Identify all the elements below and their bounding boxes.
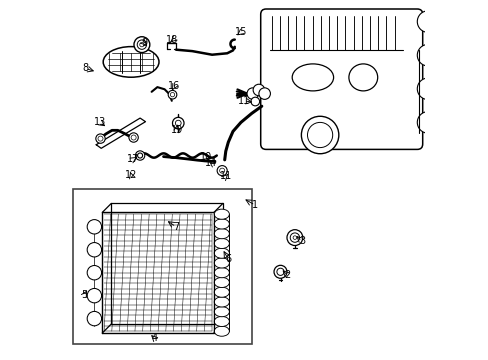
Ellipse shape (214, 316, 229, 327)
Circle shape (168, 90, 177, 99)
Circle shape (253, 84, 264, 96)
Ellipse shape (214, 229, 229, 239)
Text: 11: 11 (237, 96, 249, 106)
Text: 3: 3 (299, 236, 305, 246)
Circle shape (276, 268, 284, 275)
Text: 16: 16 (168, 81, 180, 91)
Circle shape (258, 88, 270, 99)
Circle shape (137, 153, 142, 158)
Circle shape (87, 266, 102, 280)
Ellipse shape (348, 64, 377, 91)
Circle shape (416, 112, 438, 133)
Circle shape (175, 120, 181, 126)
Text: 5: 5 (81, 290, 87, 300)
Ellipse shape (214, 209, 229, 219)
Text: 1: 1 (252, 200, 258, 210)
Text: 17: 17 (127, 154, 140, 164)
Ellipse shape (214, 287, 229, 297)
Circle shape (416, 78, 438, 100)
Ellipse shape (214, 248, 229, 258)
Circle shape (416, 44, 438, 66)
Circle shape (286, 230, 302, 246)
Circle shape (129, 133, 138, 142)
Ellipse shape (214, 278, 229, 288)
Ellipse shape (214, 267, 229, 278)
Circle shape (87, 311, 102, 326)
Circle shape (137, 40, 146, 49)
Circle shape (289, 233, 299, 242)
Text: 2: 2 (284, 270, 290, 280)
Circle shape (131, 135, 136, 140)
Circle shape (172, 117, 183, 129)
Bar (73, 189, 251, 344)
Text: 19: 19 (170, 125, 183, 135)
Text: 11: 11 (219, 171, 231, 181)
Ellipse shape (103, 46, 159, 77)
Circle shape (170, 93, 174, 97)
Ellipse shape (214, 297, 229, 307)
Circle shape (87, 243, 102, 257)
Text: 8: 8 (82, 63, 88, 73)
Ellipse shape (214, 258, 229, 268)
Text: 15: 15 (234, 27, 246, 37)
Circle shape (87, 288, 102, 303)
Ellipse shape (214, 307, 229, 317)
Circle shape (98, 136, 103, 141)
Circle shape (246, 88, 258, 99)
Ellipse shape (214, 238, 229, 248)
Circle shape (307, 122, 332, 148)
FancyBboxPatch shape (260, 9, 422, 149)
Circle shape (135, 151, 144, 160)
Circle shape (217, 166, 227, 176)
Ellipse shape (214, 326, 229, 336)
Text: 13: 13 (94, 117, 106, 127)
Circle shape (134, 37, 149, 53)
Circle shape (87, 220, 102, 234)
Circle shape (140, 42, 144, 47)
Circle shape (416, 11, 438, 32)
Ellipse shape (214, 219, 229, 229)
Text: 9: 9 (141, 38, 147, 48)
Text: 14: 14 (205, 158, 217, 168)
Circle shape (273, 265, 286, 278)
Text: 12: 12 (124, 170, 137, 180)
Ellipse shape (292, 64, 333, 91)
Circle shape (219, 168, 224, 173)
Text: 4: 4 (151, 333, 157, 343)
Text: 10: 10 (199, 152, 211, 162)
Circle shape (250, 97, 259, 106)
Text: 6: 6 (225, 254, 231, 264)
Circle shape (96, 134, 105, 143)
Text: 18: 18 (166, 35, 178, 45)
Circle shape (301, 116, 338, 154)
Circle shape (292, 236, 296, 239)
Text: 7: 7 (173, 222, 179, 232)
